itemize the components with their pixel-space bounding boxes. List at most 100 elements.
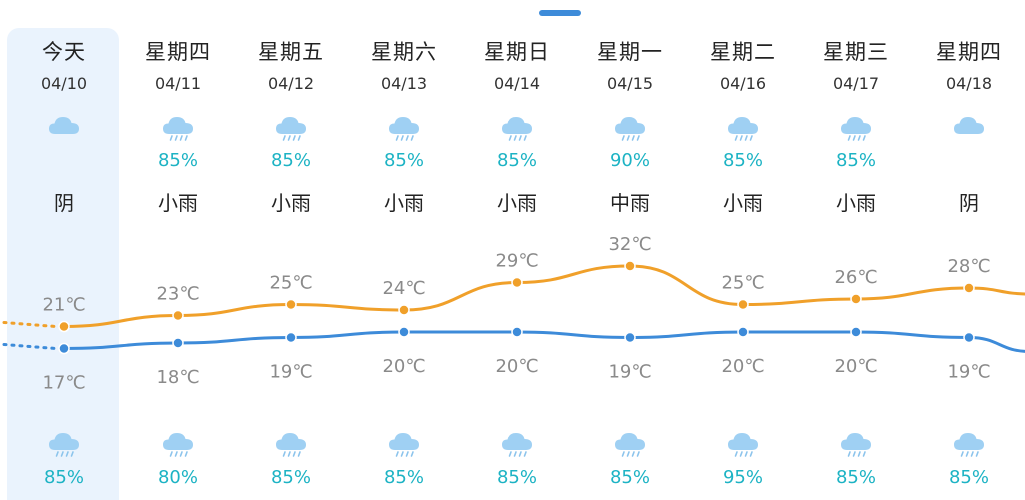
- low-temp-label: 20℃: [382, 356, 425, 377]
- day-of-week: 今天: [42, 40, 86, 64]
- low-temp-point: [624, 331, 636, 344]
- precip-probability-day: 90%: [609, 150, 650, 171]
- high-temp-point: [963, 282, 975, 294]
- rain-cloud-icon: [160, 428, 196, 458]
- high-temp-point: [285, 298, 297, 311]
- high-temp-point: [624, 260, 636, 272]
- day-date: 04/18: [945, 74, 993, 93]
- day-of-week: 星期六: [371, 40, 437, 64]
- weather-condition: 阴: [959, 191, 979, 215]
- rain-cloud-icon: [612, 112, 648, 142]
- precip-probability-day: 85%: [722, 150, 763, 171]
- precip-probability-day: 85%: [270, 150, 311, 171]
- precip-probability-night: 85%: [270, 467, 311, 488]
- precip-probability-night: 80%: [157, 467, 198, 488]
- rain-cloud-icon: [499, 112, 535, 142]
- day-of-week: 星期一: [597, 40, 663, 64]
- day-column[interactable]: 星期五 04/12 85% 小雨 85%: [234, 0, 348, 500]
- precip-probability-night: 85%: [43, 467, 84, 488]
- low-temp-lead-in: [2, 343, 58, 350]
- cloudy-icon: [46, 112, 82, 142]
- day-column[interactable]: 今天 04/10 阴 85%: [7, 0, 121, 500]
- high-temp-lead-in: [2, 321, 58, 328]
- drag-handle[interactable]: [539, 10, 581, 16]
- day-column[interactable]: 星期一 04/15 90% 中雨 85%: [573, 0, 687, 500]
- day-column[interactable]: 星期日 04/14 85% 小雨 85%: [460, 0, 574, 500]
- cloudy-icon: [951, 112, 987, 142]
- low-temp-label: 17℃: [42, 373, 85, 394]
- low-temp-point: [850, 326, 862, 338]
- precip-probability-night: 85%: [835, 467, 876, 488]
- day-date: 04/10: [40, 74, 88, 93]
- low-temp-label: 18℃: [156, 367, 199, 388]
- rain-cloud-icon: [725, 112, 761, 142]
- day-date: 04/16: [719, 74, 767, 93]
- day-date: 04/11: [154, 74, 202, 93]
- weather-condition: 中雨: [610, 191, 650, 215]
- day-of-week: 星期四: [145, 40, 211, 64]
- rain-cloud-icon: [499, 428, 535, 458]
- rain-cloud-icon: [838, 112, 874, 142]
- rain-cloud-icon: [951, 428, 987, 458]
- precip-probability-day: 85%: [835, 150, 876, 171]
- low-temp-point: [398, 326, 410, 338]
- weather-condition: 阴: [54, 191, 74, 215]
- day-of-week: 星期二: [710, 40, 776, 64]
- low-temp-label: 19℃: [269, 362, 312, 383]
- high-temp-label: 26℃: [834, 267, 877, 288]
- day-date: 04/14: [493, 74, 541, 93]
- low-temp-point: [963, 331, 975, 344]
- precip-probability-night: 85%: [948, 467, 989, 488]
- low-temp-label: 20℃: [834, 356, 877, 377]
- precip-probability-night: 85%: [496, 467, 537, 488]
- high-temp-label: 23℃: [156, 284, 199, 305]
- high-temp-label: 25℃: [269, 273, 312, 294]
- rain-cloud-icon: [46, 428, 82, 458]
- day-date: 04/15: [606, 74, 654, 93]
- high-temp-label: 29℃: [495, 251, 538, 272]
- high-temp-line: [62, 264, 1025, 328]
- day-column[interactable]: 星期三 04/17 85% 小雨 85%: [799, 0, 913, 500]
- day-date: 04/13: [380, 74, 428, 93]
- low-temp-label: 19℃: [947, 362, 990, 383]
- high-temp-label: 21℃: [42, 295, 85, 316]
- rain-cloud-icon: [612, 428, 648, 458]
- day-column[interactable]: 星期二 04/16 85% 小雨 95%: [686, 0, 800, 500]
- high-temp-label: 32℃: [608, 234, 651, 255]
- high-temp-point: [737, 298, 749, 311]
- low-temp-point: [172, 337, 184, 349]
- low-temp-label: 20℃: [721, 356, 764, 377]
- precip-probability-day: 85%: [496, 150, 537, 171]
- precip-probability-day: 85%: [383, 150, 424, 171]
- day-of-week: 星期五: [258, 40, 324, 64]
- day-of-week: 星期日: [484, 40, 550, 64]
- precip-probability-night: 85%: [609, 467, 650, 488]
- high-temp-point: [511, 276, 523, 289]
- weather-condition: 小雨: [384, 191, 424, 215]
- rain-cloud-icon: [838, 428, 874, 458]
- day-column[interactable]: 星期四 04/18 阴 85%: [912, 0, 1025, 500]
- high-temp-point: [172, 309, 184, 322]
- high-temp-label: 24℃: [382, 278, 425, 299]
- low-temp-point: [737, 326, 749, 338]
- weather-condition: 小雨: [271, 191, 311, 215]
- day-of-week: 星期三: [823, 40, 889, 64]
- high-temp-point: [58, 320, 70, 333]
- low-temp-point: [285, 331, 297, 344]
- day-of-week: 星期四: [936, 40, 1002, 64]
- low-temp-line: [62, 330, 1025, 353]
- weather-condition: 小雨: [158, 191, 198, 215]
- weather-condition: 小雨: [497, 191, 537, 215]
- high-temp-point: [850, 293, 862, 305]
- day-date: 04/17: [832, 74, 880, 93]
- rain-cloud-icon: [386, 112, 422, 142]
- rain-cloud-icon: [273, 112, 309, 142]
- precip-probability-night: 85%: [383, 467, 424, 488]
- low-temp-label: 20℃: [495, 356, 538, 377]
- high-temp-point: [398, 304, 410, 316]
- day-column[interactable]: 星期四 04/11 85% 小雨 80%: [121, 0, 235, 500]
- rain-cloud-icon: [725, 428, 761, 458]
- day-column[interactable]: 星期六 04/13 85% 小雨 85%: [347, 0, 461, 500]
- rain-cloud-icon: [273, 428, 309, 458]
